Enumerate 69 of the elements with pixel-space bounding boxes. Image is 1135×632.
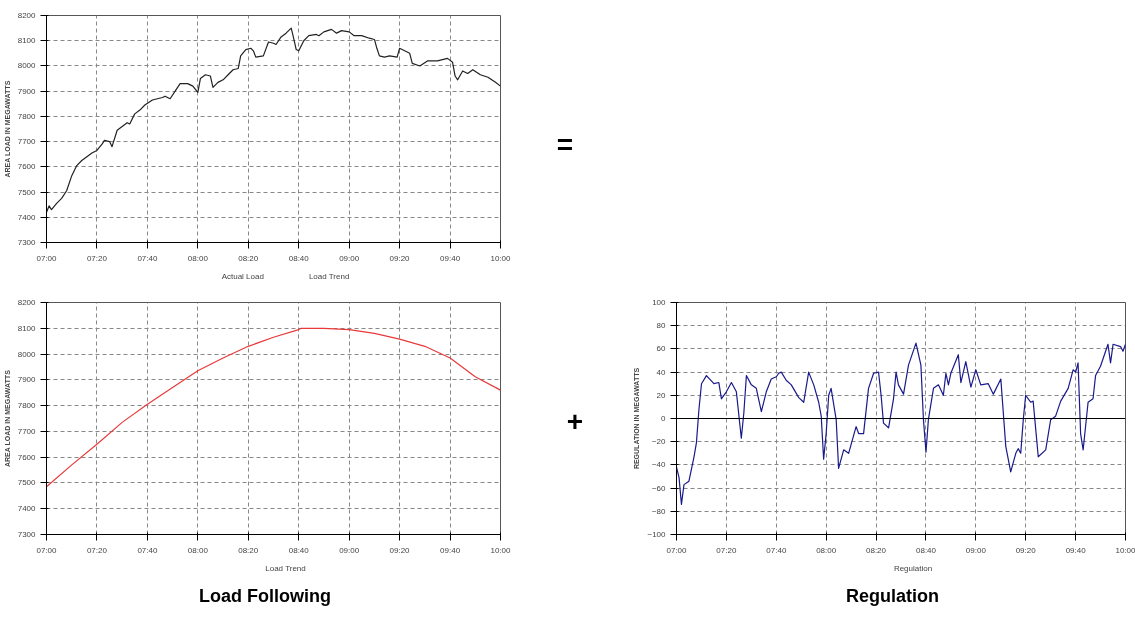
x-tick-label: 08:40 [915, 545, 937, 555]
y-tick-label: 8100 [17, 323, 37, 333]
text: Actual Load [221, 271, 264, 281]
y-tick-label: 7400 [17, 212, 37, 222]
y-tick-label: 20 [656, 390, 667, 400]
y-tick-label: −40 [651, 460, 667, 470]
x-tick-label: 09:20 [1015, 545, 1037, 555]
y-tick-label: 7400 [17, 504, 37, 514]
x-tick-label: 07:00 [666, 545, 688, 555]
text: Load Trend [265, 563, 306, 573]
text: Load Following [199, 585, 331, 608]
y-tick-label: 7900 [17, 375, 37, 385]
y-tick-label: 7800 [17, 111, 37, 121]
text: + [566, 405, 584, 439]
x-tick-label: 07:00 [36, 253, 58, 263]
x-tick-label: 08:20 [238, 545, 259, 555]
y-tick-label: −60 [651, 483, 667, 493]
y-tick-label: 7300 [17, 530, 37, 539]
y-tick-label: 7800 [17, 401, 37, 411]
x-tick-label: 10:00 [490, 253, 512, 263]
text: Regulation [893, 563, 933, 573]
x-tick-label: 07:40 [137, 545, 158, 555]
y-tick-label: −20 [651, 437, 667, 447]
y-tick-label: −100 [647, 530, 667, 539]
x-tick-label: 10:00 [490, 545, 512, 555]
x-tick-label: 07:20 [716, 545, 737, 555]
y-tick-label: 7600 [17, 452, 37, 462]
x-tick-label: 08:00 [187, 545, 209, 555]
y-tick-label: 8200 [17, 298, 37, 307]
x-tick-label: 07:20 [86, 253, 108, 263]
x-tick-label: 07:40 [766, 545, 787, 555]
text: = [556, 128, 574, 162]
x-tick-label: 09:40 [1065, 545, 1087, 555]
y-tick-label: 80 [656, 321, 667, 331]
y-tick-label: 7300 [17, 238, 37, 247]
y-tick-label: 7500 [17, 478, 37, 488]
x-tick-label: 08:40 [288, 253, 310, 263]
y-tick-label: 7700 [17, 137, 37, 147]
y-tick-label: 100 [652, 298, 667, 307]
x-tick-label: 09:00 [339, 545, 360, 555]
y-tick-label: 60 [656, 344, 667, 354]
text: Load Trend [308, 271, 350, 281]
x-tick-label: 08:20 [866, 545, 887, 555]
y-tick-label: −80 [651, 506, 667, 516]
y-tick-label: 7600 [17, 162, 37, 172]
x-tick-label: 09:00 [339, 253, 360, 263]
y-tick-label: 8100 [17, 36, 37, 46]
y-tick-label: 7700 [17, 426, 37, 436]
y-tick-label: 7900 [17, 86, 37, 96]
x-tick-label: 07:00 [36, 545, 58, 555]
x-tick-label: 08:20 [238, 253, 259, 263]
x-tick-label: 09:40 [440, 545, 461, 555]
x-tick-label: 08:00 [187, 253, 209, 263]
x-tick-label: 08:00 [816, 545, 837, 555]
x-tick-label: 10:00 [1115, 545, 1135, 555]
x-tick-label: 07:20 [86, 545, 108, 555]
y-tick-label: 8200 [17, 11, 37, 20]
y-tick-label: 8000 [17, 349, 37, 359]
text: Regulation [846, 585, 939, 608]
x-tick-label: 09:20 [389, 545, 411, 555]
y-tick-label: 40 [656, 367, 667, 377]
x-tick-label: 09:40 [440, 253, 461, 263]
y-tick-label: 7500 [17, 187, 37, 197]
y-tick-label: 0 [661, 414, 667, 423]
x-tick-label: 07:40 [137, 253, 158, 263]
x-tick-label: 09:00 [965, 545, 987, 555]
x-tick-label: 09:20 [389, 253, 411, 263]
x-tick-label: 08:40 [288, 545, 310, 555]
y-tick-label: 8000 [17, 61, 37, 71]
